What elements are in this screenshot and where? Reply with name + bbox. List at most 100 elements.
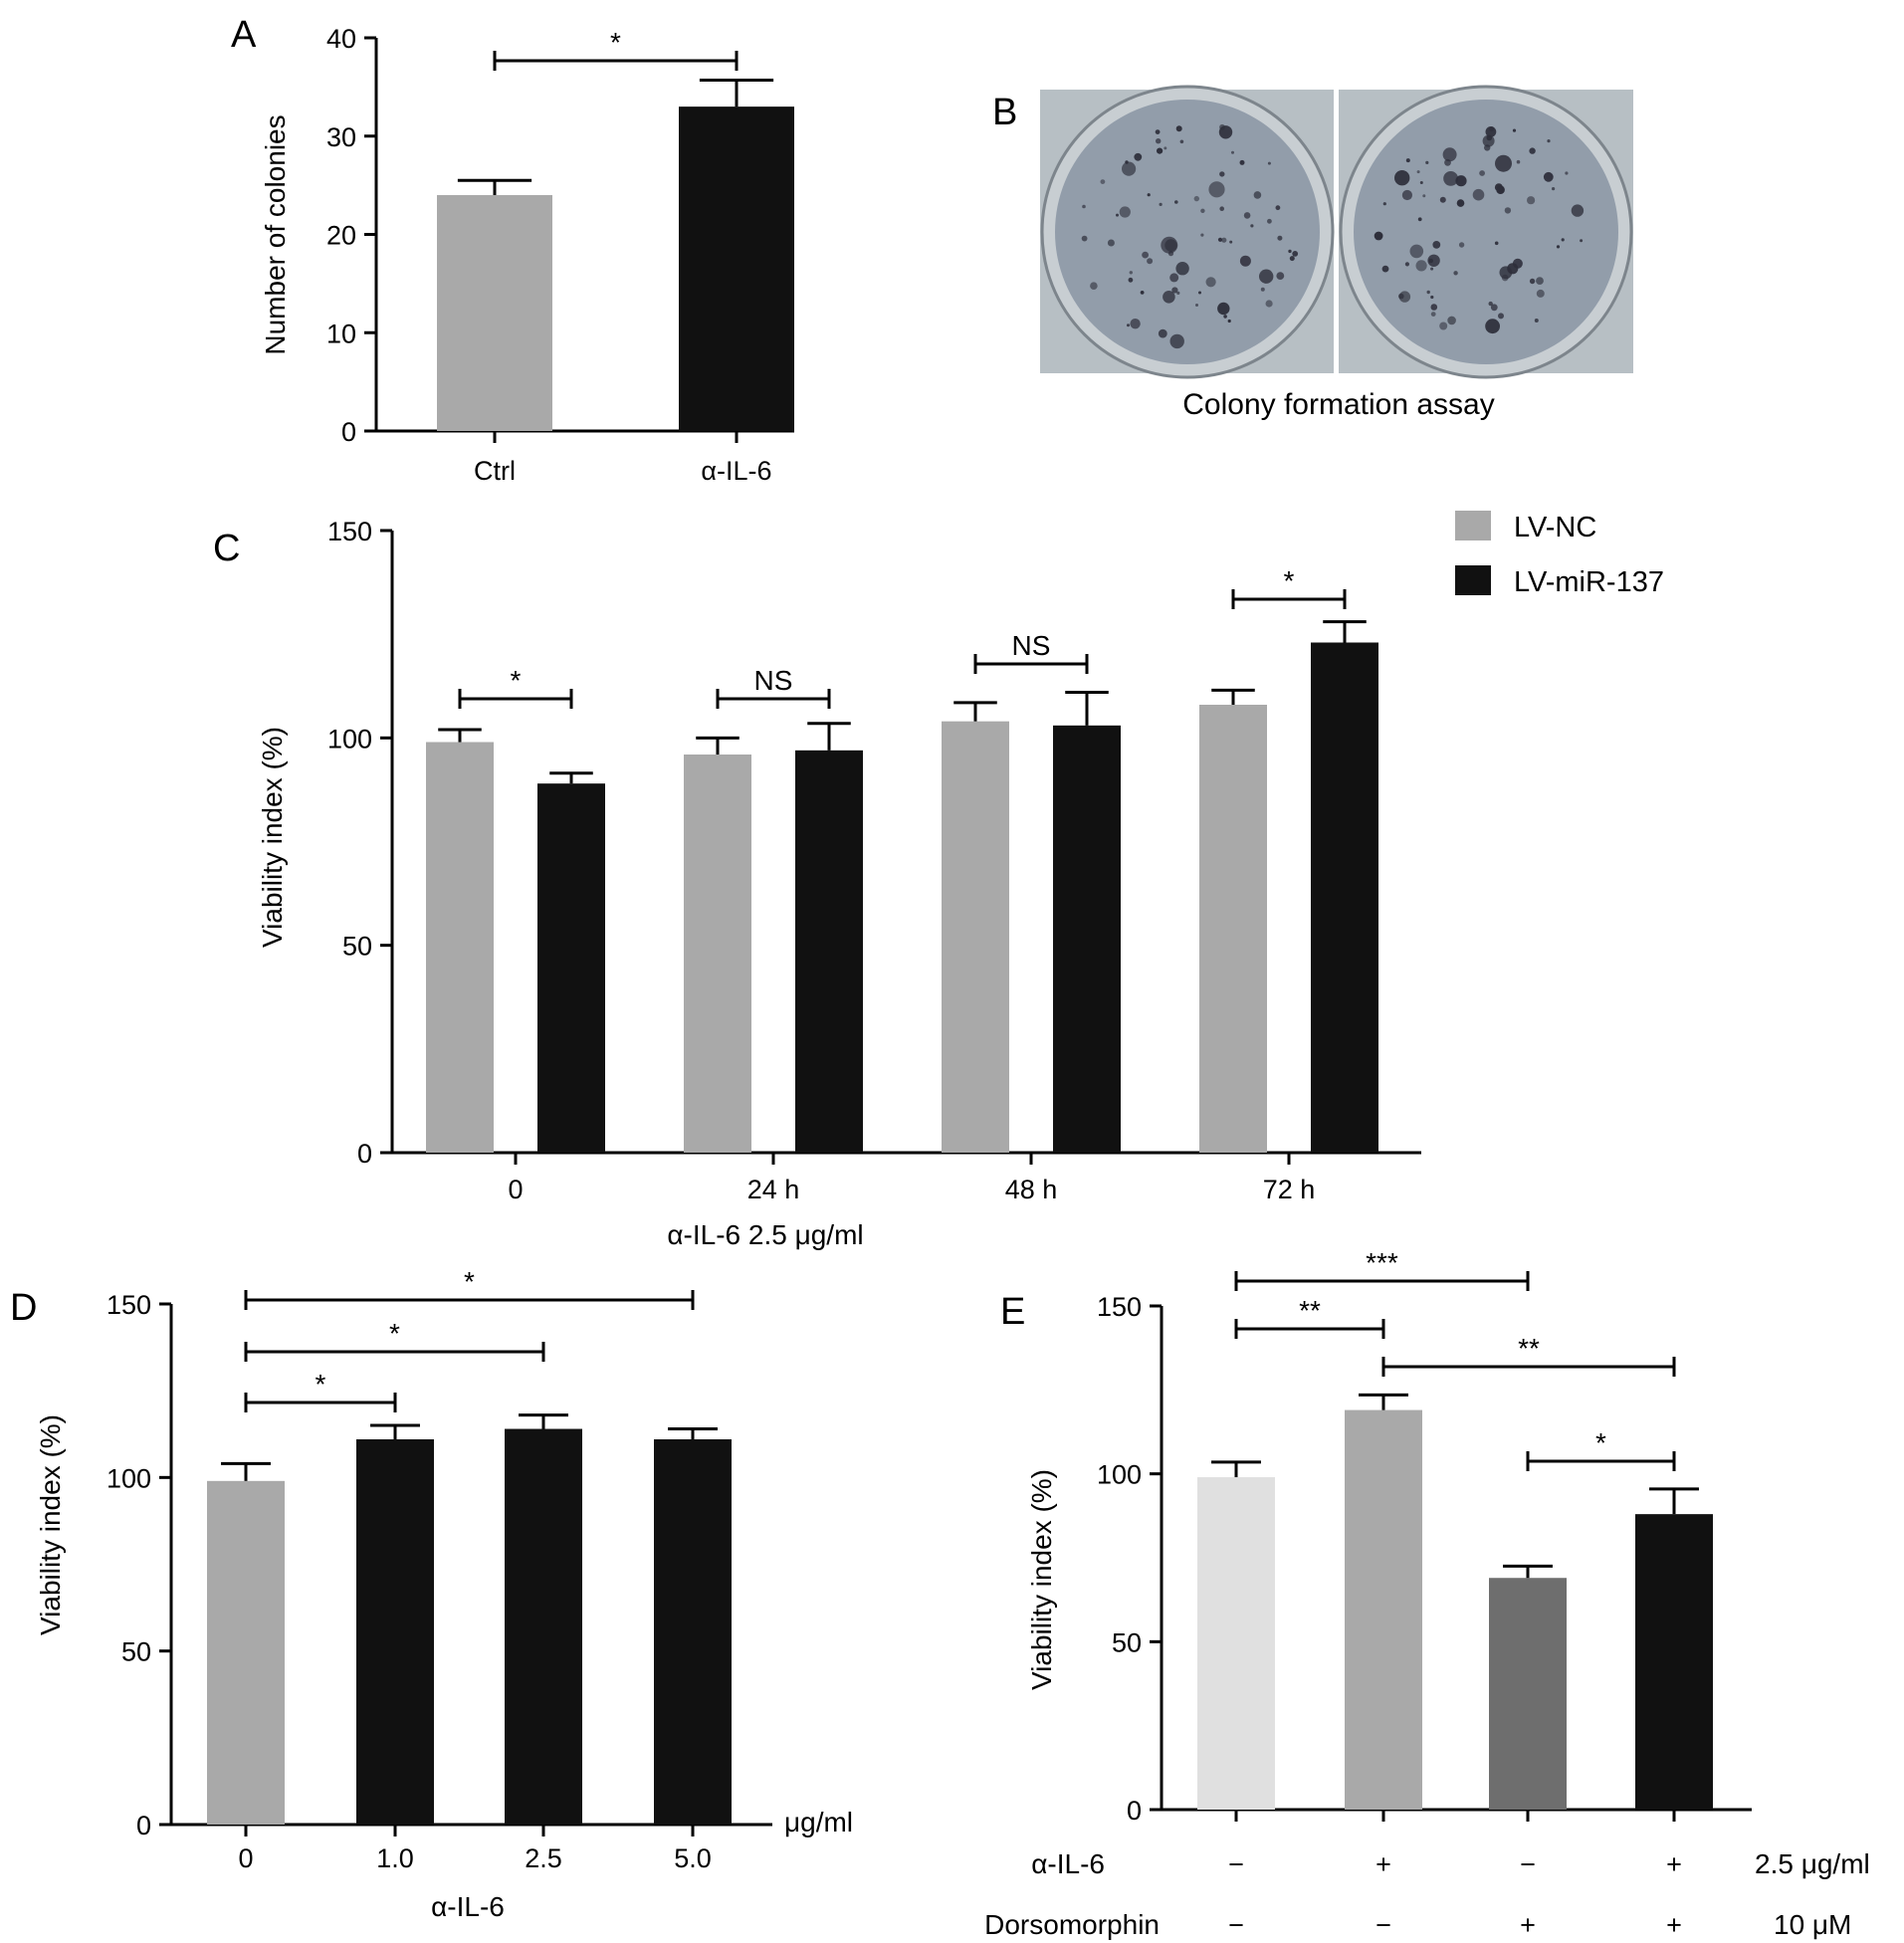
treatment-name-dorsomorphin: Dorsomorphin bbox=[984, 1909, 1160, 1940]
colony bbox=[1208, 181, 1225, 198]
panel-d-plot: 0 50 100 150 * * * bbox=[106, 1266, 772, 1840]
panel-c-bar bbox=[1199, 705, 1267, 1153]
colony bbox=[1488, 301, 1493, 307]
colony bbox=[1419, 181, 1423, 184]
petri-dish-right bbox=[1339, 85, 1633, 379]
colony bbox=[1176, 291, 1180, 295]
panel-c-bar bbox=[684, 755, 751, 1153]
panel-d-x-axis-title: α-IL-6 bbox=[431, 1891, 505, 1922]
petri-dish-left bbox=[1040, 85, 1335, 379]
colony bbox=[1456, 199, 1465, 207]
panel-c-bar bbox=[942, 721, 1009, 1153]
panel-d-bar bbox=[356, 1438, 434, 1825]
colony bbox=[1527, 196, 1536, 205]
colony bbox=[1195, 304, 1198, 307]
dish-photo-divider bbox=[1334, 90, 1339, 373]
colony bbox=[1157, 147, 1164, 154]
colony bbox=[1439, 322, 1448, 330]
panel-a-y-tick-label: 0 bbox=[341, 417, 356, 447]
colony bbox=[1571, 204, 1585, 217]
colony bbox=[1498, 313, 1504, 320]
treatment-dose-dorsomorphin: 10 μM bbox=[1774, 1909, 1851, 1940]
dish-interior bbox=[1354, 100, 1618, 364]
colony bbox=[1267, 161, 1271, 165]
colony bbox=[1134, 152, 1143, 161]
panel-c-bar bbox=[1053, 725, 1121, 1153]
colony bbox=[1259, 269, 1274, 284]
panel-a-category-label-alpha-il6: α-IL-6 bbox=[701, 456, 771, 486]
panel-c-bar bbox=[537, 783, 605, 1153]
panel-c-bar bbox=[426, 742, 494, 1153]
panel-d-bar bbox=[505, 1428, 582, 1825]
colony bbox=[1125, 160, 1129, 164]
panel-d-bar bbox=[654, 1438, 732, 1825]
panel-c-y-tick-label: 150 bbox=[327, 517, 372, 546]
colony bbox=[1495, 154, 1512, 172]
colony bbox=[1169, 273, 1179, 283]
panel-c-bar bbox=[1311, 642, 1378, 1153]
colony bbox=[1217, 237, 1223, 242]
panel-a-category-label-ctrl: Ctrl bbox=[474, 456, 516, 486]
panel-a-bar bbox=[437, 195, 552, 431]
colony bbox=[1239, 159, 1245, 165]
panel-e-bar bbox=[1345, 1409, 1422, 1810]
colony bbox=[1217, 302, 1230, 316]
colony bbox=[1239, 255, 1251, 267]
colony bbox=[1536, 277, 1544, 285]
colony bbox=[1443, 171, 1458, 186]
colony bbox=[1090, 282, 1098, 291]
colony bbox=[1374, 231, 1383, 241]
colony bbox=[1430, 304, 1438, 311]
panel-d-y-tick-label: 150 bbox=[106, 1290, 151, 1320]
colony bbox=[1479, 170, 1485, 176]
panel-b: B Colony formation assay bbox=[992, 85, 1633, 421]
panel-e-y-axis-title: Viability index (%) bbox=[1026, 1469, 1057, 1690]
colony bbox=[1250, 224, 1254, 228]
colony bbox=[1243, 212, 1251, 219]
panel-e: E Viability index (%) 050100150******** … bbox=[984, 1247, 1870, 1940]
panel-e-bar bbox=[1635, 1514, 1713, 1810]
legend-swatch-lv-nc bbox=[1455, 511, 1491, 540]
treatment-mark: + bbox=[1666, 1849, 1682, 1879]
colony bbox=[1405, 158, 1410, 163]
treatment-name-alpha-il6: α-IL-6 bbox=[1031, 1848, 1105, 1879]
colony bbox=[1221, 237, 1227, 243]
colony bbox=[1130, 319, 1141, 329]
colony bbox=[1428, 258, 1433, 264]
panel-a-plot: 0 10 20 30 40 * bbox=[326, 24, 794, 447]
panel-c-legend: LV-NC LV-miR-137 bbox=[1455, 511, 1664, 598]
treatment-mark: + bbox=[1375, 1849, 1391, 1879]
colony bbox=[1507, 263, 1519, 275]
treatment-dose-alpha-il6: 2.5 μg/ml bbox=[1755, 1848, 1870, 1879]
colony bbox=[1512, 128, 1517, 132]
panel-letter-e: E bbox=[1000, 1291, 1025, 1333]
colony bbox=[1485, 319, 1500, 334]
panel-e-significance-label: * bbox=[1595, 1427, 1606, 1458]
colony bbox=[1128, 277, 1134, 283]
colony bbox=[1409, 244, 1424, 259]
colony bbox=[1534, 319, 1539, 323]
colony bbox=[1227, 319, 1231, 324]
colony bbox=[1205, 277, 1216, 288]
colony bbox=[1193, 195, 1200, 202]
panel-d-bar bbox=[207, 1480, 285, 1825]
colony bbox=[1082, 204, 1086, 209]
colony bbox=[1381, 265, 1389, 273]
colony bbox=[1231, 150, 1234, 154]
panel-letter-d: D bbox=[10, 1287, 37, 1329]
treatment-mark: − bbox=[1228, 1849, 1244, 1879]
colony bbox=[1404, 262, 1409, 267]
colony bbox=[1179, 139, 1184, 144]
colony bbox=[1164, 239, 1177, 252]
panel-c-y-axis-title: Viability index (%) bbox=[257, 727, 288, 948]
colony bbox=[1158, 328, 1167, 338]
panel-e-bar bbox=[1489, 1578, 1567, 1810]
colony bbox=[1127, 324, 1130, 327]
colony bbox=[1494, 241, 1499, 246]
colony bbox=[1265, 300, 1273, 308]
colony bbox=[1415, 260, 1427, 272]
panel-c-plot: 0 50 100 150 * NS NS * bbox=[327, 517, 1421, 1169]
colony bbox=[1561, 238, 1565, 242]
